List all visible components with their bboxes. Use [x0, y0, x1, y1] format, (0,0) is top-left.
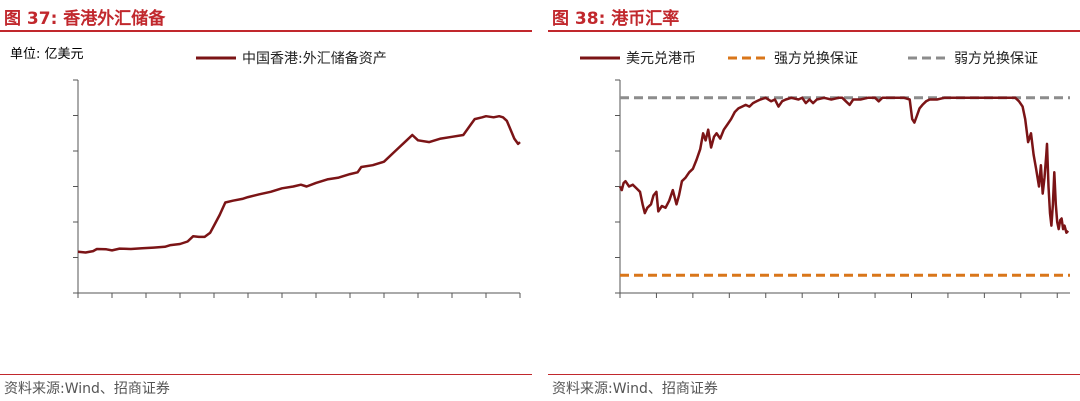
exchange-rate-chart: 美元兑港币 强方兑换保证 弱方兑换保证 — [580, 50, 1070, 298]
legend-label-usd-hkd: 美元兑港币 — [626, 51, 696, 67]
legend-label-strong-side: 强方兑换保证 — [774, 50, 858, 67]
axes — [73, 79, 521, 298]
series-line-usd-hkd — [618, 96, 1070, 234]
footer-rule — [548, 374, 1080, 375]
legend: 中国香港:外汇储备资产 — [196, 50, 387, 67]
footer-rule — [0, 374, 532, 375]
title-rule — [548, 30, 1080, 32]
axes — [615, 79, 1070, 298]
legend-label: 中国香港:外汇储备资产 — [242, 50, 387, 67]
left-panel: 图 37: 香港外汇储备 单位: 亿美元 中国香港:外汇储备资产 资料来源:Wi… — [0, 0, 532, 401]
figure-title: 图 37: 香港外汇储备 — [4, 9, 166, 29]
unit-label: 单位: 亿美元 — [10, 47, 84, 62]
legend: 美元兑港币 强方兑换保证 弱方兑换保证 — [580, 50, 1038, 67]
series-line-reserves — [77, 114, 521, 254]
reserves-chart: 单位: 亿美元 中国香港:外汇储备资产 — [10, 47, 521, 298]
source-note: 资料来源:Wind、招商证券 — [4, 381, 170, 397]
right-panel: 图 38: 港币汇率 美元兑港币 强方兑换保证 弱方兑换保证 资料来源:Wind… — [548, 0, 1080, 401]
figure-title: 图 38: 港币汇率 — [552, 9, 680, 29]
legend-label-weak-side: 弱方兑换保证 — [954, 50, 1038, 67]
source-note: 资料来源:Wind、招商证券 — [552, 381, 718, 397]
title-rule — [0, 30, 532, 32]
